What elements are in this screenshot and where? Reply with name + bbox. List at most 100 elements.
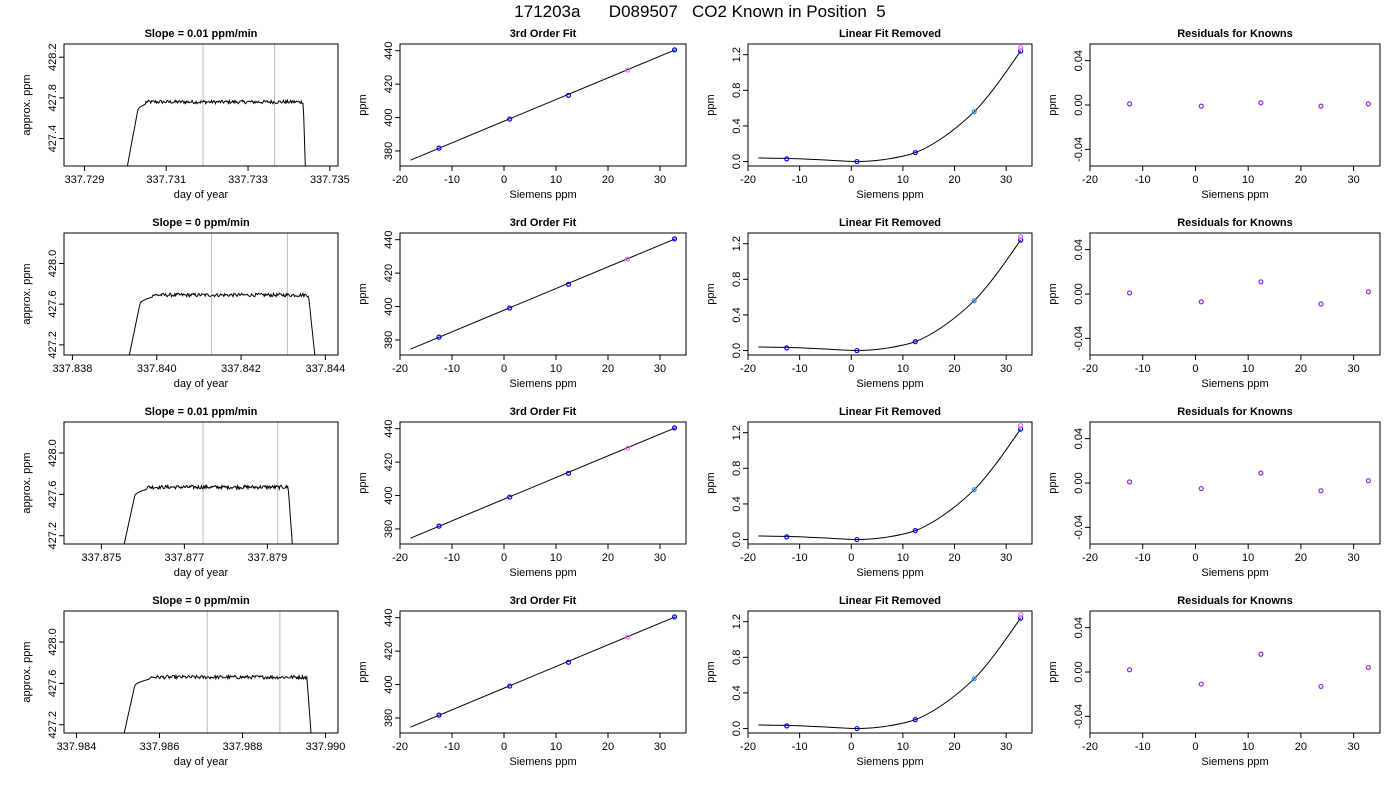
plot-area (410, 614, 678, 728)
data-point (436, 712, 442, 718)
plot-frame (399, 421, 687, 545)
x-tick-label: 337.840 (137, 363, 177, 375)
x-tick-label: 10 (1242, 174, 1254, 186)
panel-title: 3rd Order Fit (510, 595, 577, 607)
x-tick-label: 30 (1348, 174, 1360, 186)
x-tick-label: 30 (654, 552, 666, 564)
fit-line (410, 238, 676, 350)
y-axis-label: ppm (1047, 661, 1059, 682)
plot-frame (747, 232, 1033, 356)
x-axis-label: day of year (174, 189, 229, 201)
data-point (565, 470, 572, 476)
y-tick-label: 380 (383, 142, 395, 160)
fit-curve (758, 428, 1022, 541)
x-tick-label: -10 (444, 552, 460, 564)
y-tick-label: 0.04 (1073, 50, 1085, 71)
x-tick-label: -20 (392, 174, 408, 186)
y-tick-label: 420 (383, 264, 395, 282)
y-axis-label: ppm (705, 94, 717, 115)
data-point (1126, 101, 1133, 107)
series-line (123, 483, 293, 544)
y-tick-label: 0.8 (731, 650, 743, 665)
x-tick-label: 0 (1192, 741, 1198, 753)
y-tick-label: 427.2 (47, 331, 59, 359)
x-tick-label: 20 (1295, 174, 1307, 186)
x-tick-label: 0 (501, 174, 507, 186)
x-axis-label: Siemens ppm (856, 756, 923, 768)
plot-frame (1089, 610, 1381, 734)
data-point (565, 281, 572, 287)
data-point (1018, 422, 1024, 429)
y-tick-label: -0.04 (1073, 137, 1085, 162)
y-axis-label: ppm (1047, 283, 1059, 304)
x-axis-label: Siemens ppm (509, 189, 576, 201)
plot-frame (399, 610, 687, 734)
y-tick-label: 440 (383, 42, 395, 60)
x-axis-label: day of year (174, 756, 229, 768)
y-tick-label: 440 (383, 231, 395, 249)
x-axis-label: Siemens ppm (1201, 567, 1268, 579)
x-tick-label: 0 (848, 552, 854, 564)
y-tick-label: 440 (383, 420, 395, 438)
x-tick-label: -20 (392, 363, 408, 375)
x-tick-label: 0 (501, 552, 507, 564)
data-point (912, 717, 918, 723)
series-line (128, 291, 316, 355)
data-point (971, 487, 977, 493)
y-tick-label: 428.0 (47, 628, 59, 656)
panel-r1-c4: Residuals for Knowns -20 -10 0 10 20 30 -0.04 0.… (1047, 28, 1381, 201)
x-tick-label: 0 (1192, 552, 1198, 564)
panel-r2-c4: Residuals for Knowns -20 -10 0 10 20 30 -0.04 0.… (1047, 217, 1381, 390)
y-axis-label: ppm (1047, 94, 1059, 115)
panel-r1-c3: Linear Fit Removed -20 -10 0 10 20 30 0.0 0.4 0.8… (705, 28, 1033, 201)
panel-r3-c2: 3rd Order Fit -20 -10 0 10 20 30 380 400 420 440 Si… (357, 406, 687, 579)
x-tick-label: 10 (897, 552, 909, 564)
x-tick-label: 10 (897, 363, 909, 375)
y-tick-label: 427.6 (47, 670, 59, 698)
x-tick-label: 0 (501, 363, 507, 375)
plot-frame (399, 232, 687, 356)
plot-frame (1089, 232, 1381, 356)
data-point (507, 683, 513, 689)
data-point (1198, 299, 1204, 305)
fit-curve (758, 617, 1022, 730)
data-point (436, 145, 442, 151)
x-tick-label: 20 (1295, 552, 1307, 564)
x-axis-label: Siemens ppm (509, 756, 576, 768)
plot-area (410, 425, 678, 539)
y-axis-label: ppm (357, 661, 369, 682)
x-axis-label: day of year (174, 567, 229, 579)
data-point (854, 725, 860, 732)
x-tick-label: 30 (1348, 552, 1360, 564)
y-tick-label: 0.0 (731, 532, 743, 547)
x-tick-label: 0 (848, 363, 854, 375)
x-tick-label: 10 (1242, 741, 1254, 753)
x-tick-label: -10 (444, 741, 460, 753)
x-tick-label: 0 (848, 174, 854, 186)
x-tick-label: 30 (1000, 552, 1012, 564)
x-tick-label: 10 (550, 552, 562, 564)
panel-title: Slope = 0 ppm/min (152, 595, 250, 607)
x-tick-label: 337.988 (223, 741, 263, 753)
data-point (784, 534, 790, 540)
x-tick-label: 20 (948, 363, 960, 375)
panel-r2-c1: Slope = 0 ppm/min 337.838 337.840 337.842 33… (21, 217, 345, 390)
x-tick-label: 20 (602, 174, 614, 186)
plot-area (758, 44, 1024, 165)
x-tick-label: 30 (1000, 741, 1012, 753)
data-point (1365, 101, 1372, 107)
y-tick-label: 400 (383, 108, 395, 126)
x-tick-label: 0 (848, 741, 854, 753)
data-point (1018, 611, 1024, 618)
panel-r4-c1: Slope = 0 ppm/min 337.984 337.986 337.988 33… (21, 595, 345, 768)
y-tick-label: -0.04 (1073, 515, 1085, 540)
x-tick-label: -10 (444, 174, 460, 186)
data-point (1198, 103, 1204, 109)
y-tick-label: 427.8 (47, 84, 59, 112)
plot-frame (1089, 421, 1381, 545)
y-tick-label: 427.4 (47, 125, 59, 153)
plot-area (1126, 651, 1372, 690)
data-point (436, 523, 442, 529)
y-tick-label: 427.6 (47, 290, 59, 318)
data-point (507, 494, 513, 500)
